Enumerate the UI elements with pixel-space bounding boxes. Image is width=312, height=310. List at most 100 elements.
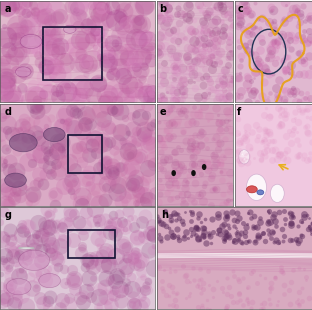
Point xyxy=(229,78,234,83)
Point xyxy=(28,98,33,103)
Point xyxy=(264,148,269,153)
Point xyxy=(168,217,173,222)
Point xyxy=(237,158,242,163)
Point xyxy=(72,211,77,216)
Point xyxy=(59,234,64,239)
Point xyxy=(174,12,179,17)
Point xyxy=(6,284,11,289)
Point xyxy=(0,115,4,120)
Point xyxy=(198,133,203,138)
Point xyxy=(101,117,106,122)
Point xyxy=(171,92,176,97)
Point xyxy=(202,97,207,102)
Point xyxy=(0,3,3,8)
Point xyxy=(219,4,224,9)
Point xyxy=(205,11,210,16)
Point xyxy=(269,158,274,163)
Point xyxy=(139,232,144,237)
Point xyxy=(181,28,186,33)
Point xyxy=(119,130,124,135)
Point xyxy=(82,87,87,92)
Point xyxy=(289,211,294,216)
Point xyxy=(20,247,25,252)
Point xyxy=(119,128,124,133)
Point xyxy=(244,81,249,86)
Point xyxy=(44,62,49,67)
Point xyxy=(175,212,180,217)
Point xyxy=(292,13,297,18)
Point xyxy=(27,12,32,17)
Point xyxy=(186,174,191,179)
Point xyxy=(97,107,102,112)
Point xyxy=(198,108,203,113)
Point xyxy=(207,12,212,17)
Point xyxy=(48,62,53,67)
Point xyxy=(202,45,207,50)
Point xyxy=(214,232,219,237)
Point xyxy=(102,297,107,302)
Point xyxy=(184,279,189,284)
Point xyxy=(19,226,24,231)
Point xyxy=(92,0,97,5)
Point xyxy=(46,148,51,153)
Point xyxy=(87,152,92,157)
Point xyxy=(254,281,259,286)
Point xyxy=(64,161,69,166)
Point xyxy=(245,100,250,104)
Point xyxy=(51,36,56,41)
Point xyxy=(233,231,238,236)
Point xyxy=(98,286,103,291)
Point xyxy=(222,96,227,101)
Point xyxy=(260,230,265,235)
Point xyxy=(110,162,115,166)
Point xyxy=(227,226,232,231)
Point xyxy=(246,210,251,215)
Point xyxy=(74,111,79,116)
Point xyxy=(41,221,46,226)
Point xyxy=(279,122,284,127)
Point xyxy=(74,52,79,57)
Point xyxy=(288,211,293,216)
Point xyxy=(26,224,31,229)
Point xyxy=(257,26,262,31)
Point xyxy=(255,133,260,138)
Point xyxy=(45,236,50,241)
Point xyxy=(161,267,166,272)
Point xyxy=(155,11,160,16)
Point xyxy=(157,136,162,141)
Point xyxy=(151,120,156,125)
Point xyxy=(202,40,207,45)
Point xyxy=(29,161,34,166)
Point xyxy=(12,66,17,71)
Point xyxy=(48,249,53,254)
Point xyxy=(79,250,84,255)
Point xyxy=(92,44,97,49)
Point xyxy=(71,126,76,131)
Point xyxy=(71,18,76,23)
Point xyxy=(116,212,121,217)
Point xyxy=(7,202,12,207)
Point xyxy=(41,14,46,19)
Point xyxy=(191,72,196,77)
Point xyxy=(97,142,102,147)
Point xyxy=(173,182,178,187)
Point xyxy=(143,86,148,91)
Point xyxy=(125,208,130,213)
Point xyxy=(299,13,304,18)
Point xyxy=(171,27,176,32)
Point xyxy=(300,109,305,114)
Point xyxy=(85,21,90,26)
Point xyxy=(245,132,250,137)
Point xyxy=(223,126,228,131)
Point xyxy=(124,280,129,285)
Point xyxy=(117,32,122,37)
Point xyxy=(294,99,299,104)
Point xyxy=(33,283,38,288)
Point xyxy=(79,13,84,18)
Point xyxy=(245,74,250,79)
Point xyxy=(99,114,104,119)
Point xyxy=(160,289,165,294)
Point xyxy=(196,2,201,7)
Point xyxy=(289,33,294,38)
Point xyxy=(78,92,83,97)
